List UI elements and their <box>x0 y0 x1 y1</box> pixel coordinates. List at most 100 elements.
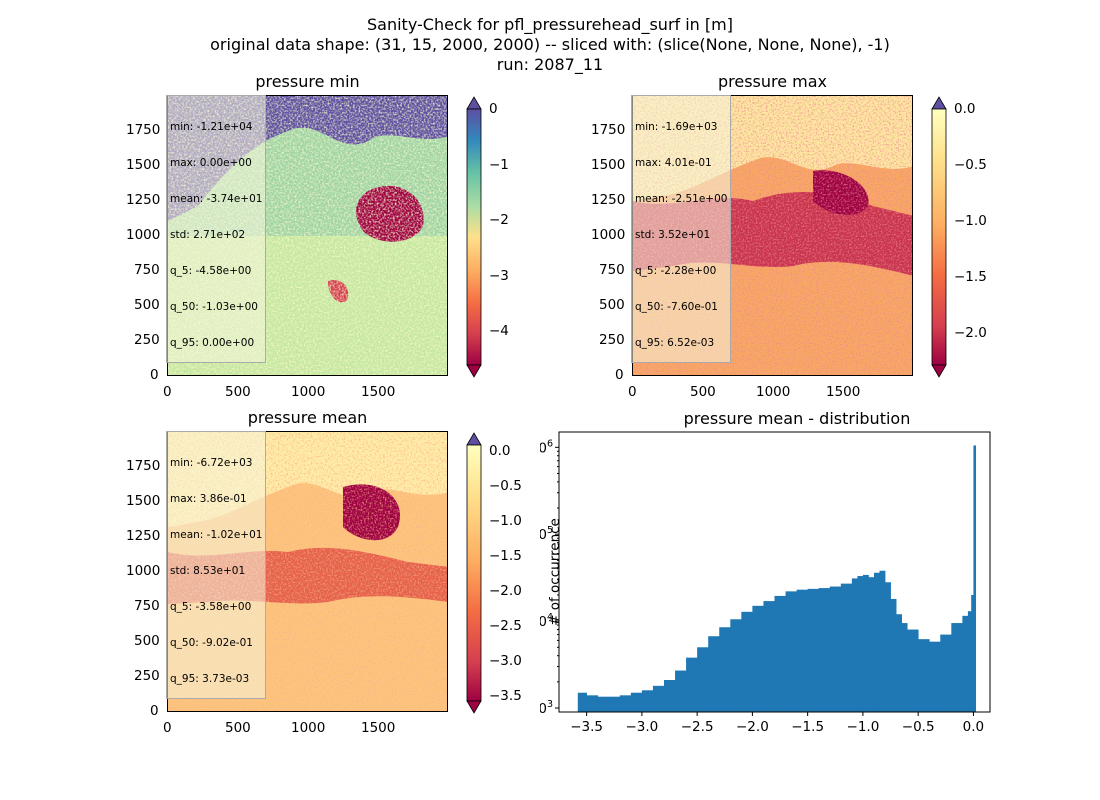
histogram-bar <box>730 619 742 712</box>
y-tick: 250 <box>134 332 160 348</box>
x-tick: 1000 <box>756 384 791 400</box>
stat-q95: q_95: 0.00e+00 <box>170 337 255 349</box>
histogram-bar <box>774 595 786 712</box>
y-tick: 1750 <box>126 458 161 474</box>
histogram-bar <box>973 445 977 712</box>
panel-title-pressure-min: pressure min <box>255 72 360 91</box>
histogram-bar <box>971 594 974 712</box>
y-tick: 0 <box>615 367 624 383</box>
stat-mean: mean: -2.51e+00 <box>635 193 728 205</box>
cbar-tick: −2.0 <box>489 583 522 599</box>
cbar-tick: −1.0 <box>489 513 522 529</box>
stat-mean: mean: -1.02e+01 <box>170 529 263 541</box>
histogram-bar <box>896 614 902 712</box>
histogram-bar <box>708 636 720 712</box>
histogram-bar <box>967 611 972 712</box>
y-tick: 500 <box>599 297 625 313</box>
x-tick: 0 <box>163 384 172 400</box>
cbar-tick: −2 <box>489 212 509 228</box>
histogram-bar <box>840 583 853 712</box>
y-tick: 250 <box>134 668 160 684</box>
cbar-tick: 0.0 <box>954 101 976 117</box>
histogram-bar <box>879 570 886 712</box>
stat-q95: q_95: 6.52e-03 <box>635 337 715 349</box>
histogram-title: pressure mean - distribution <box>684 409 911 428</box>
y-tick: 1000 <box>126 227 161 243</box>
x-tick-label: −2.5 <box>681 719 714 735</box>
histogram-bar <box>918 639 930 712</box>
histogram-chart: pressure mean - distribution # of occurr… <box>540 409 991 735</box>
x-tick: 1000 <box>291 384 326 400</box>
histogram-bar <box>619 695 632 712</box>
y-tick: 500 <box>134 297 160 313</box>
stat-min: min: -6.72e+03 <box>170 457 253 469</box>
colorbar-pressure-mean <box>466 432 482 714</box>
y-tick-label: 103 <box>540 699 553 717</box>
y-tick: 500 <box>134 633 160 649</box>
histogram-bar <box>763 601 775 712</box>
y-tick: 1250 <box>591 192 626 208</box>
cbar-tick: −2.5 <box>489 618 522 634</box>
x-tick-label: −1.5 <box>791 719 824 735</box>
cbar-tick: −4 <box>489 323 509 339</box>
histogram-bar <box>719 627 731 712</box>
y-tick: 250 <box>599 332 625 348</box>
x-tick-label: −3.0 <box>625 719 658 735</box>
stat-mean: mean: -3.74e+01 <box>170 193 263 205</box>
histogram-bar <box>940 634 952 712</box>
histogram-bar <box>675 670 687 712</box>
x-tick-label: −0.5 <box>902 719 935 735</box>
stat-q5: q_5: -2.28e+00 <box>635 265 717 277</box>
x-tick-label: −3.5 <box>570 719 603 735</box>
colorbar-pressure-min <box>466 96 482 378</box>
histogram-bar <box>885 582 891 712</box>
histogram-bar <box>785 591 798 712</box>
x-tick: 0 <box>628 384 637 400</box>
cbar-tick: −0.5 <box>954 157 987 173</box>
stat-std: std: 2.71e+02 <box>170 229 246 241</box>
stat-std: std: 3.52e+01 <box>635 229 711 241</box>
cbar-tick: 0.0 <box>489 443 511 459</box>
y-tick: 1000 <box>591 227 626 243</box>
histogram-bar <box>818 588 831 712</box>
histogram-bar <box>630 692 643 712</box>
histogram-bar <box>597 696 610 712</box>
stat-q50: q_50: -7.60e-01 <box>635 301 718 313</box>
histogram-bar <box>608 696 621 712</box>
y-tick-label: 106 <box>540 438 553 456</box>
y-tick: 0 <box>150 703 159 719</box>
x-tick: 1500 <box>361 720 396 736</box>
stat-max: max: 3.86e-01 <box>170 493 247 505</box>
stat-max: max: 0.00e+00 <box>170 157 252 169</box>
cbar-tick: 0 <box>489 101 498 117</box>
figure-title-line3: run: 2087_11 <box>496 55 604 74</box>
histogram-bar <box>663 680 676 712</box>
stats-box-pressure-min: min: -1.21e+04 max: 0.00e+00 mean: -3.74… <box>166 95 267 363</box>
cbar-tick: −2.0 <box>954 325 987 341</box>
x-tick-label: −2.0 <box>736 719 769 735</box>
y-tick: 1000 <box>126 563 161 579</box>
x-tick: 500 <box>690 384 716 400</box>
figure-title-line2: original data shape: (31, 15, 2000, 2000… <box>210 35 890 54</box>
y-tick: 1750 <box>126 122 161 138</box>
stat-q95: q_95: 3.73e-03 <box>170 673 250 685</box>
histogram-bar <box>796 589 809 712</box>
histogram-bar <box>577 692 588 712</box>
y-tick: 1500 <box>591 157 626 173</box>
x-tick: 500 <box>225 720 251 736</box>
y-tick: 1500 <box>126 493 161 509</box>
histogram-bar <box>929 641 941 712</box>
x-tick-label: 0.0 <box>963 719 984 735</box>
histogram-bar <box>697 647 709 712</box>
histogram-bar <box>752 605 764 712</box>
x-tick: 1500 <box>361 384 396 400</box>
stat-q5: q_5: -3.58e+00 <box>170 601 252 613</box>
cbar-tick: −3 <box>489 268 509 284</box>
x-tick: 1000 <box>291 720 326 736</box>
figure-title-line1: Sanity-Check for pfl_pressurehead_surf i… <box>367 15 733 34</box>
stat-q50: q_50: -9.02e-01 <box>170 637 253 649</box>
histogram-bar <box>741 611 753 712</box>
stat-q50: q_50: -1.03e+00 <box>170 301 258 313</box>
x-tick: 500 <box>225 384 251 400</box>
y-tick: 1500 <box>126 157 161 173</box>
